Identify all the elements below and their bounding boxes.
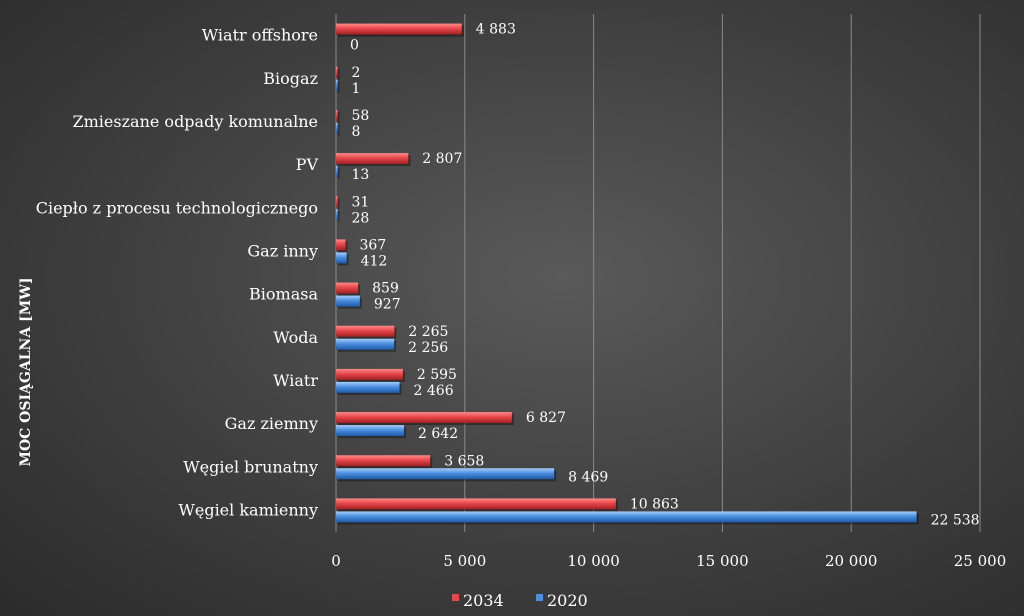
x-tick-label: 0 [331, 552, 341, 570]
category-label: Biomasa [249, 285, 318, 304]
bar-2034 [336, 325, 395, 337]
bar-shadow [338, 168, 340, 180]
data-label-2034: 2 807 [422, 151, 462, 167]
bar-2034 [336, 66, 338, 78]
data-label-2020: 2 256 [408, 340, 448, 356]
data-label-2034: 58 [352, 108, 370, 124]
category-label: Wiatr offshore [202, 26, 318, 45]
data-label-2034: 6 827 [526, 410, 566, 426]
bar-2034 [336, 153, 409, 165]
category-label: Gaz ziemny [225, 414, 318, 433]
data-label-2020: 2 642 [418, 426, 458, 442]
bar-2034 [336, 498, 616, 510]
data-label-2034: 367 [359, 237, 386, 253]
bar-2020 [336, 511, 917, 523]
category-label: Woda [273, 328, 318, 347]
bar-2034 [336, 455, 431, 467]
bar-2020 [336, 425, 405, 437]
bar-2020 [336, 295, 360, 307]
bar-2034 [336, 23, 462, 35]
legend-label-2020: 2020 [547, 591, 588, 610]
bar-shadow [338, 211, 340, 223]
legend-swatch-2034 [452, 594, 459, 601]
legend-swatch-2020 [536, 594, 543, 601]
category-label: Węgiel brunatny [183, 457, 318, 476]
bar-2020 [336, 79, 338, 91]
y-axis-title: MOC OSIĄGALNA [MW] [18, 277, 34, 466]
category-label: Węgiel kamienny [178, 500, 318, 519]
x-tick-label: 25 000 [954, 552, 1007, 570]
data-label-2020: 0 [350, 38, 359, 54]
bar-2020 [336, 381, 400, 393]
gridlines [335, 14, 981, 532]
x-tick-label: 5 000 [443, 552, 486, 570]
data-label-2020: 28 [352, 210, 370, 226]
data-label-2034: 4 883 [476, 22, 516, 38]
bar-2020 [336, 122, 338, 134]
category-label: Zmieszane odpady komunalne [73, 112, 318, 131]
data-label-2020: 927 [374, 297, 401, 313]
bar-2020 [336, 338, 395, 350]
legend: 2034 2020 [452, 591, 588, 610]
bar-shadow [338, 124, 340, 136]
data-label-2034: 3 658 [444, 453, 484, 469]
data-label-2034: 10 863 [630, 496, 679, 512]
data-label-2020: 8 [352, 124, 361, 140]
bar-2020 [336, 209, 338, 221]
data-label-2020: 8 469 [568, 469, 608, 485]
bar-2020 [336, 166, 338, 178]
bar-2034 [336, 282, 359, 294]
data-label-2034: 859 [372, 281, 399, 297]
x-tick-label: 20 000 [825, 552, 878, 570]
data-label-2034: 2 595 [417, 367, 457, 383]
legend-label-2034: 2034 [463, 591, 504, 610]
x-tick-label: 10 000 [567, 552, 620, 570]
bar-2020 [336, 252, 347, 264]
data-label-2020: 13 [352, 167, 370, 183]
bar-2034 [336, 196, 338, 208]
x-tick-label: 15 000 [696, 552, 749, 570]
data-label-2020: 2 466 [414, 383, 454, 399]
bar-2034 [336, 109, 338, 121]
data-label-2034: 31 [352, 194, 370, 210]
bar-shadow [338, 111, 340, 123]
data-label-2020: 1 [352, 81, 361, 97]
category-label: Ciepło z procesu technologicznego [36, 198, 318, 217]
bar-shadow [338, 81, 340, 93]
bar-2020 [336, 468, 555, 480]
data-label-2020: 412 [361, 253, 388, 269]
bar-2034 [336, 239, 346, 251]
category-label: Biogaz [263, 69, 318, 88]
bar-shadow [338, 198, 340, 210]
bar-2034 [336, 412, 512, 424]
data-label-2034: 2 265 [408, 324, 448, 340]
bar-2034 [336, 368, 403, 380]
bars [336, 23, 919, 525]
labels: 0 5 000 10 000 15 000 20 000 25 000 Węgiel kam… [36, 22, 1007, 570]
category-label: Wiatr [273, 371, 318, 390]
category-label: PV [296, 155, 319, 174]
category-label: Gaz inny [247, 241, 318, 260]
bar-shadow [338, 68, 340, 80]
data-label-2034: 2 [352, 65, 361, 81]
data-label-2020: 22 538 [931, 512, 980, 528]
